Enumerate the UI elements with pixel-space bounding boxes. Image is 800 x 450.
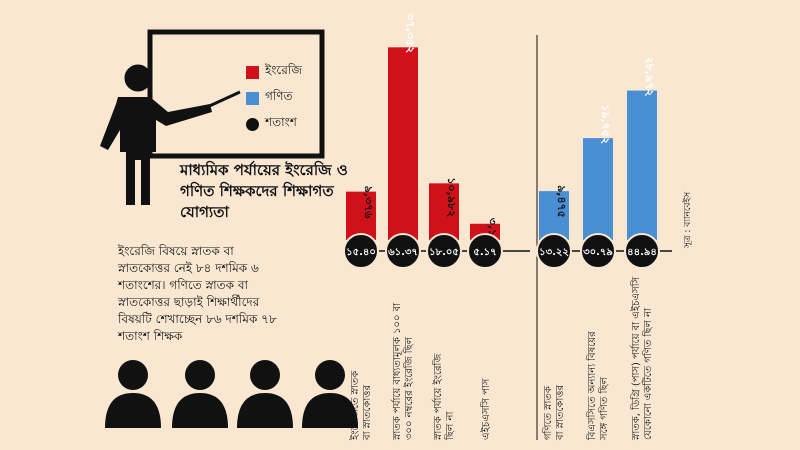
category-label: স্নাতক পর্যায়ে ইংরেজিছিল না	[432, 353, 456, 441]
bar-math-0	[539, 191, 569, 240]
legend-label-english: ইংরেজি	[265, 63, 302, 77]
teacher-icon	[100, 64, 241, 205]
student-audience-icon	[105, 360, 358, 428]
legend-swatch-english	[246, 65, 259, 79]
bar-english-1	[388, 47, 418, 240]
percent-label: ৫.১৭	[473, 247, 496, 258]
legend-swatch-math	[246, 91, 259, 105]
legend-label-math: গণিত	[265, 89, 293, 103]
category-label: ইংরেজিতে স্নাতকবা স্নাতকোত্তর	[349, 370, 373, 441]
legend-label-percent: শতাংশ	[265, 115, 297, 129]
percent-badge	[385, 233, 421, 269]
percent-badge	[624, 233, 660, 269]
summary-text: ইংরেজি বিষয়ে স্নাতক বা স্নাতকোত্তর নেই …	[118, 244, 277, 343]
percent-label: ১৫.৪০	[346, 247, 376, 258]
bar-value-label: ২৮,৯৭২	[643, 57, 656, 97]
bar-math-1	[583, 138, 613, 240]
legend-item-math: গণিত	[246, 88, 293, 108]
percent-badge	[426, 233, 462, 269]
category-label: বিএসসিতে অন্যান্য বিষয়েরসঙ্গে গণিত ছিল	[586, 331, 610, 441]
chart-title: মাধ্যমিক পর্যায়ের ইংরেজি ও গণিত শিক্ষকদ…	[180, 161, 348, 221]
percent-badge	[580, 233, 616, 269]
legend-item-english: ইংরেজি	[246, 62, 302, 82]
bar-value-label: ৩৭,৩৫২	[404, 13, 417, 53]
whiteboard	[147, 29, 325, 159]
legend-dot-percent	[246, 117, 259, 131]
category-label: গণিতে স্নাতকবা স্নাতকোত্তর	[542, 385, 566, 441]
percent-badge	[343, 233, 379, 269]
percent-badge	[467, 233, 503, 269]
bar-value-label: ৯,৩৭৬	[362, 186, 375, 220]
bar-english-2	[429, 183, 459, 240]
bar-value-label: ১০,৯৮২	[445, 177, 458, 217]
percent-label: ৬১.৩৭	[388, 247, 418, 258]
bar-value-label: ৯,৪৭৫	[555, 185, 568, 218]
percent-label: ১৮.০৫	[429, 247, 459, 258]
bar-math-2	[627, 90, 657, 240]
percent-label: ৩০.৭৯	[583, 247, 613, 258]
legend-item-percent: শতাংশ	[246, 114, 297, 134]
category-label: স্নাতক পর্যায়ে বাধ্যতামূলক ১০০ বা৩০০ নম…	[391, 302, 415, 441]
percent-badge	[536, 233, 572, 269]
source-note: সূত্র : ব্যানবেইস	[683, 191, 693, 248]
percent-label: ১৩.২২	[539, 247, 569, 258]
category-label: এইচএসসি পাস	[480, 378, 492, 440]
category-label: স্নাতক, ডিগ্রি (পাস) পর্যায়ে বা এইচএসসি…	[630, 276, 654, 441]
bar-english-0	[346, 191, 376, 240]
bar-value-label: ১৯,৭৫২	[599, 104, 612, 144]
percent-label: ৪৪.৯৪	[627, 247, 657, 258]
